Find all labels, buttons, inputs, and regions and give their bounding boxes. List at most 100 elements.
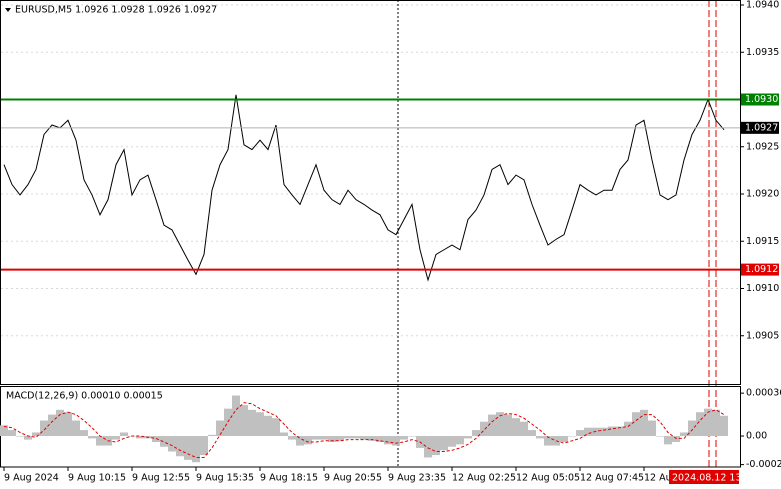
macd-bar [192, 436, 200, 463]
macd-bar [216, 420, 224, 437]
macd-bar [232, 395, 240, 437]
macd-bar [512, 418, 520, 437]
y-tick-label: 0.00 [746, 431, 767, 442]
macd-bar [160, 436, 168, 447]
macd-bar [120, 432, 128, 437]
x-tick-label: 9 Aug 10:15 [68, 473, 126, 484]
macd-bar [112, 436, 120, 440]
time-label: 2024.08.12 13:25 [672, 473, 757, 484]
macd-bar [544, 436, 552, 446]
macd-bar [272, 418, 280, 437]
macd-bar [360, 436, 368, 440]
macd-bar [320, 436, 328, 440]
y-tick-label: 1.0910 [746, 283, 779, 294]
macd-bar [256, 412, 264, 437]
macd-bar [408, 436, 416, 437]
macd-bar [280, 432, 288, 437]
x-tick-label: 12 Aug 07:45 [580, 473, 644, 484]
macd-bar [96, 436, 104, 446]
macd-bar [64, 412, 72, 437]
macd-bar [136, 436, 144, 439]
macd-bar [568, 436, 576, 437]
macd-bar [88, 436, 96, 439]
y-tick-label: 1.0915 [746, 236, 779, 247]
macd-bar [488, 414, 496, 437]
time-label-box [669, 470, 739, 484]
macd-bar [576, 430, 584, 437]
macd-bar [0, 425, 8, 437]
macd-bar [480, 421, 488, 437]
macd-bar [32, 432, 40, 437]
macd-bar [640, 409, 648, 437]
macd-bar [152, 436, 160, 442]
macd-bar [376, 436, 384, 442]
macd-bar [392, 436, 400, 446]
macd-bar [16, 436, 24, 437]
macd-bar [560, 436, 568, 442]
macd-bar [536, 436, 544, 439]
macd-bar [584, 427, 592, 437]
x-tick-label: 9 Aug 12:55 [132, 473, 190, 484]
macd-bar [200, 436, 208, 456]
signal-line [3, 402, 725, 458]
macd-bar [632, 412, 640, 437]
y-tick-label: 1.0920 [746, 189, 779, 200]
macd-bar [328, 436, 336, 442]
level-label: 1.0912 [745, 264, 778, 275]
macd-bar [264, 415, 272, 437]
macd-bar [48, 414, 56, 437]
macd-bar [608, 426, 616, 437]
macd-bar [336, 436, 344, 441]
macd-bar [288, 436, 296, 440]
macd-bar [80, 430, 88, 437]
macd-bar [656, 436, 664, 437]
macd-bar [368, 436, 376, 441]
y-tick-label: -0.00024 [746, 459, 781, 470]
macd-bar [672, 436, 680, 442]
macd-bar [72, 420, 80, 437]
price-line [3, 94, 725, 282]
macd-bar [56, 409, 64, 437]
macd-bar [496, 412, 504, 437]
x-tick-label: 9 Aug 15:35 [196, 473, 254, 484]
y-tick-label: 1.0940 [746, 0, 779, 11]
price-panel-frame [0, 0, 741, 385]
macd-bar [520, 421, 528, 437]
macd-bar [304, 436, 312, 445]
macd-bar [248, 409, 256, 437]
macd-bar [40, 420, 48, 437]
macd-bar [528, 430, 536, 437]
level-label: 1.0927 [745, 122, 778, 133]
macd-bar [344, 436, 352, 439]
underlay [1, 4, 740, 337]
macd-bar [624, 421, 632, 437]
macd-bar [240, 405, 248, 437]
x-tick-label: 9 Aug 2024 [4, 473, 59, 484]
x-tick-label: 9 Aug 20:55 [324, 473, 382, 484]
level-label-box [741, 263, 779, 276]
level-label-box [741, 93, 779, 106]
x-tick-label: 12 Aug 05:05 [516, 473, 580, 484]
macd-bar [712, 409, 720, 437]
x-tick-label: 12 Aug 02:25 [452, 473, 516, 484]
macd-bar [648, 420, 656, 437]
macd-bar [312, 436, 320, 440]
macd-bar [616, 426, 624, 437]
macd-bar [472, 430, 480, 437]
macd-bar [208, 434, 216, 437]
macd-bar [352, 436, 360, 439]
macd-bar [720, 415, 728, 437]
macd-bar [224, 408, 232, 437]
macd-bar [8, 430, 16, 437]
macd-bar [400, 436, 408, 440]
macd-bar [384, 436, 392, 445]
menu-arrow [5, 8, 11, 12]
macd-bar [680, 432, 688, 437]
macd-bar [600, 427, 608, 437]
macd-bar [456, 436, 464, 445]
macd-bar [24, 436, 32, 440]
macd-bar [504, 414, 512, 437]
y-tick-label: 0.00036 [746, 388, 781, 399]
macd-bar [184, 436, 192, 460]
macd-bar [688, 420, 696, 437]
